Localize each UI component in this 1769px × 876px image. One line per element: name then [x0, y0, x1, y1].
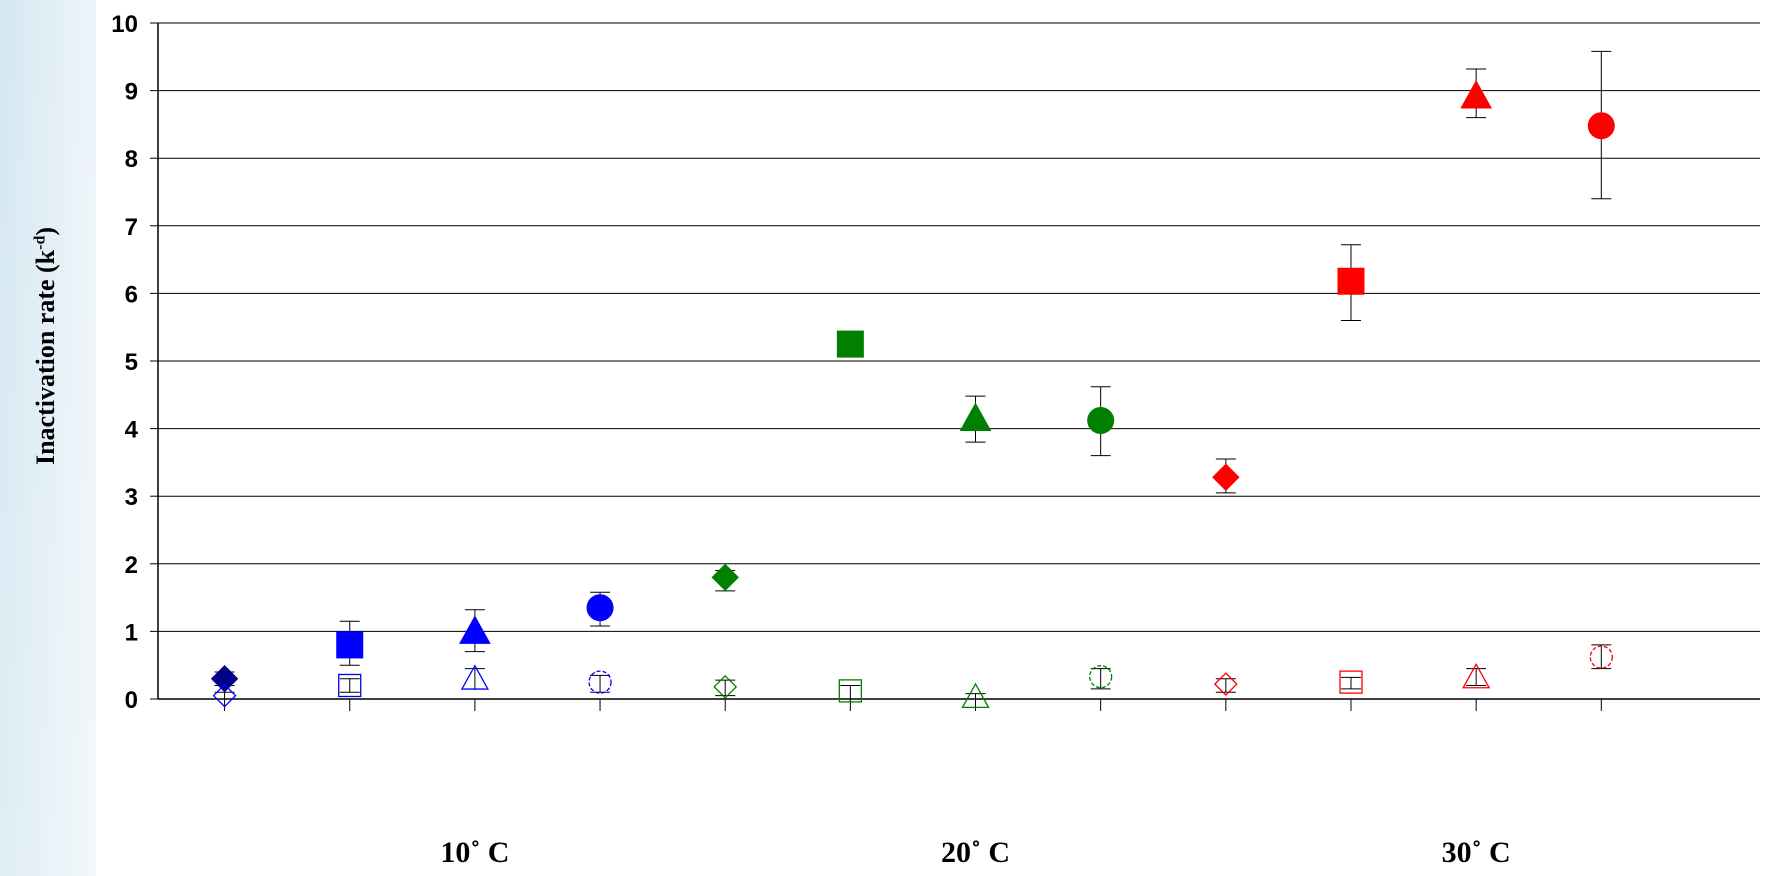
side-decor-gradient: [0, 0, 96, 876]
y-tick-label: 10: [111, 11, 138, 38]
axes: [157, 23, 1760, 711]
x-category-label-20c: 20˚ C: [940, 836, 1011, 869]
point-triangle-open-11: [1462, 663, 1491, 689]
y-axis-label: Inactivation rate (k-d): [31, 227, 61, 465]
point-diamond-open-1: [212, 683, 237, 708]
point-diamond-filled-5: [711, 563, 739, 592]
point-triangle-open-7: [961, 682, 990, 709]
point-diamond-open-5: [713, 674, 738, 699]
side-decor-panel: [0, 0, 96, 876]
y-tick-label: 6: [125, 281, 138, 308]
y-tick-label: 5: [125, 349, 138, 376]
point-triangle-open-3: [460, 664, 489, 690]
y-tick-label: 2: [125, 552, 138, 579]
point-circle-open-8: [1089, 665, 1113, 689]
point-circle-filled-4: [586, 594, 614, 622]
point-circle-open-12: [1589, 645, 1613, 669]
point-square-open-10: [1339, 670, 1363, 694]
data-points: [210, 79, 1615, 709]
point-triangle-filled-3: [459, 615, 491, 644]
y-tick-label: 8: [125, 146, 138, 173]
point-square-open-2: [338, 673, 362, 698]
point-square-open-6: [838, 679, 863, 703]
x-category-label-10c: 10˚ C: [440, 836, 510, 869]
grid: [158, 22, 1760, 632]
y-tick-label: 9: [125, 79, 138, 106]
point-square-filled-10: [1337, 267, 1365, 295]
point-triangle-filled-11: [1460, 79, 1492, 109]
point-triangle-filled-7: [959, 402, 992, 431]
y-tick-label: 1: [125, 619, 138, 646]
point-diamond-filled-9: [1212, 463, 1240, 491]
point-square-filled-2: [336, 631, 364, 659]
y-axis-label-close: ): [31, 226, 60, 236]
y-axis-label-text: Inactivation rate (k: [31, 249, 60, 466]
point-circle-open-4: [588, 670, 612, 694]
y-tick-label: 7: [125, 214, 138, 241]
point-circle-filled-12: [1587, 112, 1615, 140]
y-tick-label: 0: [125, 687, 138, 714]
point-circle-filled-8: [1087, 406, 1115, 434]
point-diamond-filled-1: [210, 665, 239, 693]
error-bars: [214, 50, 1612, 700]
y-ticks: 0 1 2 3 4 5 6 7 8 9 10: [111, 11, 158, 714]
y-axis-label-sup: -d: [31, 235, 49, 250]
x-category-label-30c: 30˚ C: [1441, 836, 1511, 869]
point-diamond-open-9: [1213, 672, 1238, 697]
y-tick-label: 4: [125, 417, 139, 444]
y-tick-label: 3: [125, 484, 138, 511]
point-square-filled-6: [836, 330, 864, 358]
